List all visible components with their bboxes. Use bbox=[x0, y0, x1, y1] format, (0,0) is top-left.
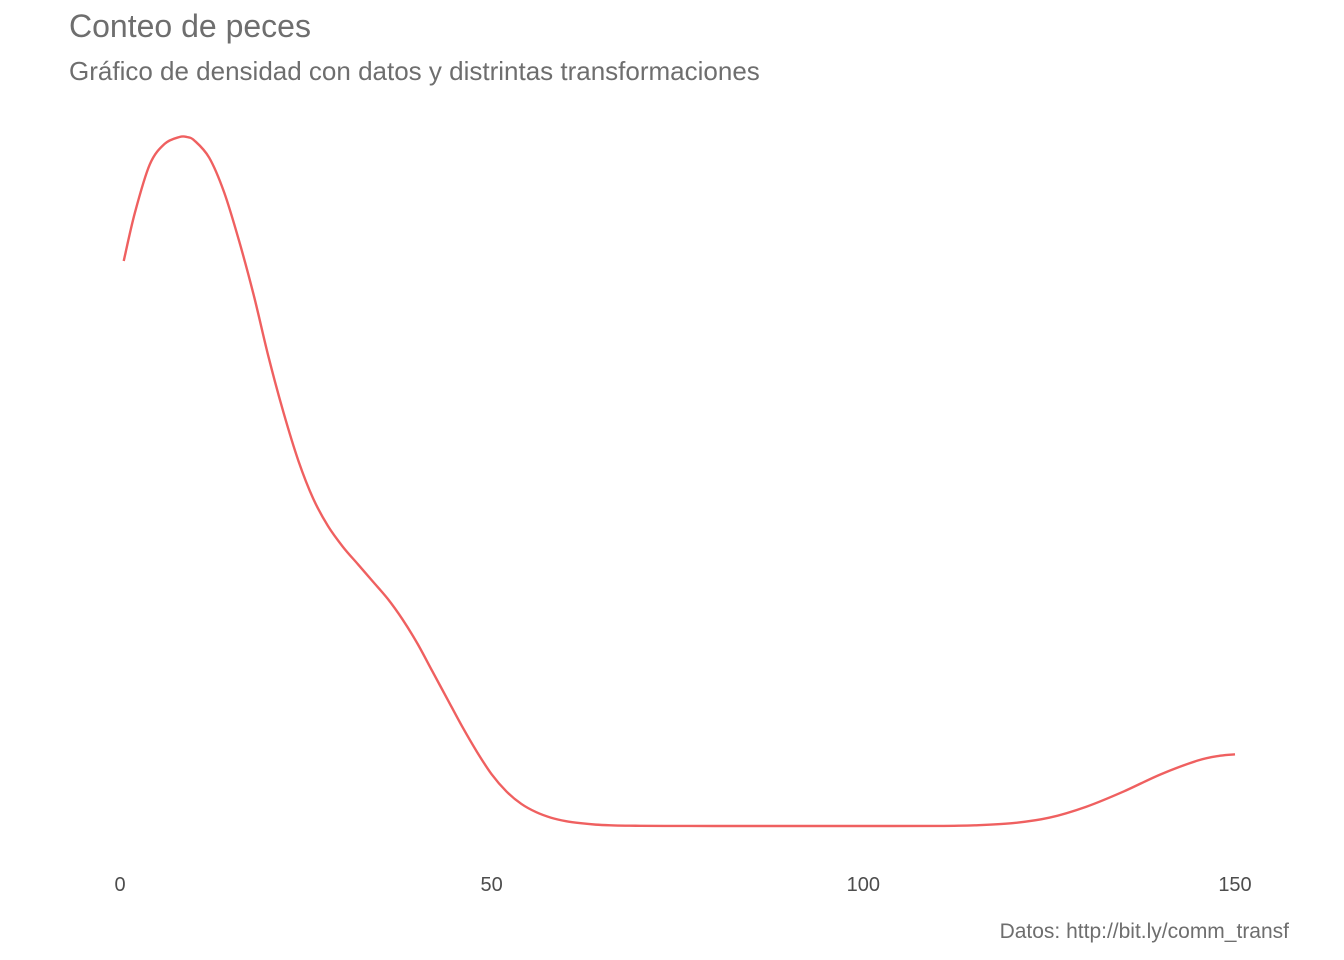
density-line-0 bbox=[122, 135, 1236, 828]
chart-title: Conteo de peces bbox=[69, 8, 311, 44]
x-tick-label-0: 0 bbox=[114, 874, 125, 896]
chart-caption: Datos: http://bit.ly/comm_transf bbox=[999, 920, 1289, 943]
x-tick-label-50: 50 bbox=[481, 874, 503, 896]
x-tick-label-100: 100 bbox=[847, 874, 880, 896]
series-layer bbox=[122, 135, 1236, 828]
chart-subtitle: Gráfico de densidad con datos y distrint… bbox=[69, 56, 760, 86]
x-axis-ticks: 0 50 100 150 bbox=[114, 874, 1251, 896]
x-tick-label-150: 150 bbox=[1218, 874, 1251, 896]
